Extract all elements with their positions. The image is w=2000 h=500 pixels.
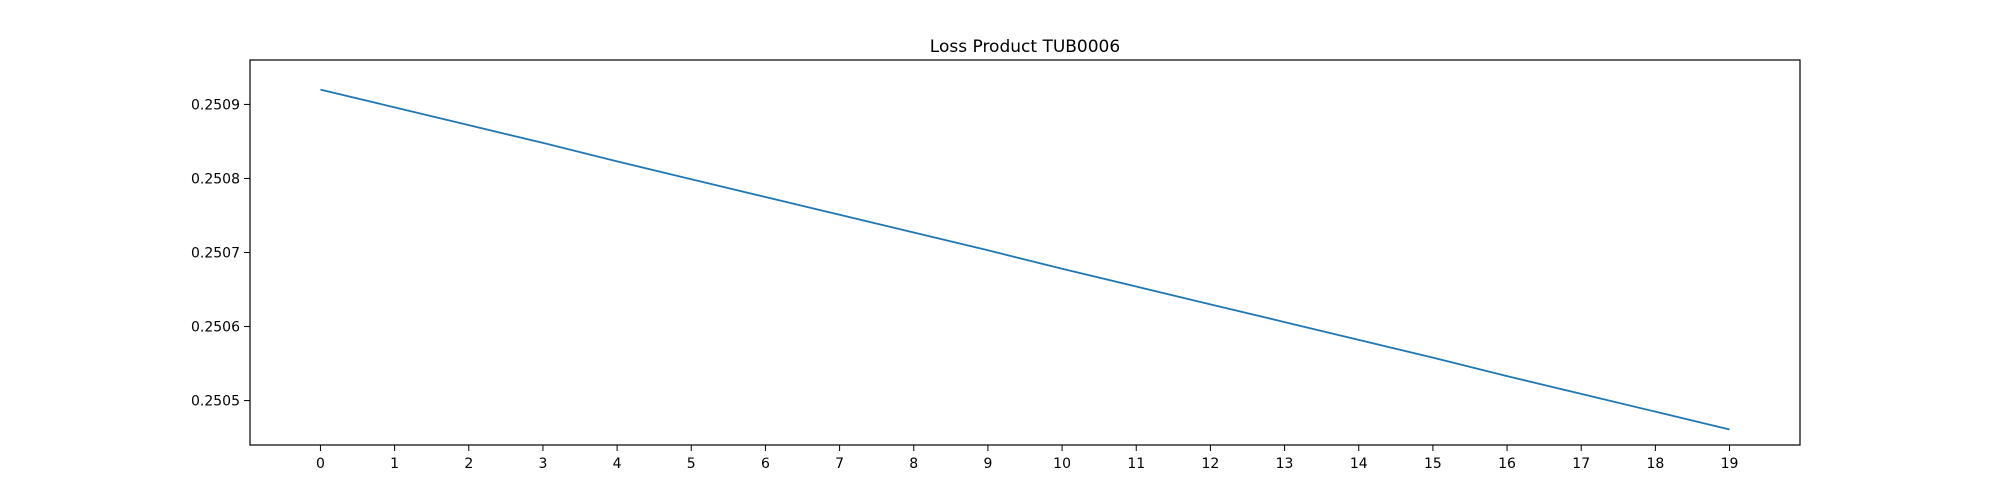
x-tick-label: 8 bbox=[909, 456, 918, 472]
x-tick-label: 16 bbox=[1498, 456, 1516, 472]
x-tick-label: 0 bbox=[316, 456, 325, 472]
series-line bbox=[320, 88, 1730, 431]
series-layer bbox=[320, 88, 1730, 431]
x-tick-label: 1 bbox=[390, 456, 399, 472]
x-tick-label: 6 bbox=[761, 456, 770, 472]
y-tick-label: 0.2509 bbox=[191, 97, 240, 113]
plot-area-frame bbox=[249, 59, 1801, 446]
y-tick-label: 0.2506 bbox=[191, 320, 240, 336]
x-axis: 0 1 2 3 4 5 6 7 8 9 10 11 12 13 14 15 16 17 18 19 bbox=[316, 445, 1738, 472]
x-tick-label: 13 bbox=[1276, 456, 1294, 472]
x-tick-label: 2 bbox=[464, 456, 473, 472]
x-tick-label: 11 bbox=[1127, 456, 1145, 472]
x-tick-label: 10 bbox=[1053, 456, 1071, 472]
x-tick-label: 12 bbox=[1201, 456, 1219, 472]
y-axis: 0.2505 0.2506 0.2507 0.2508 0.2509 bbox=[191, 97, 250, 410]
x-tick-label: 5 bbox=[687, 456, 696, 472]
x-tick-label: 3 bbox=[538, 456, 547, 472]
x-tick-label: 18 bbox=[1646, 456, 1664, 472]
x-tick-label: 19 bbox=[1721, 456, 1739, 472]
y-tick-label: 0.2507 bbox=[191, 246, 240, 262]
y-tick-label: 0.2505 bbox=[191, 394, 240, 410]
chart-title: Loss Product TUB0006 bbox=[930, 37, 1120, 57]
x-tick-label: 7 bbox=[835, 456, 844, 472]
x-tick-label: 14 bbox=[1350, 456, 1368, 472]
x-tick-label: 17 bbox=[1572, 456, 1590, 472]
x-tick-label: 4 bbox=[613, 456, 622, 472]
x-tick-label: 15 bbox=[1424, 456, 1442, 472]
y-tick-label: 0.2508 bbox=[191, 171, 240, 187]
x-tick-label: 9 bbox=[983, 456, 992, 472]
